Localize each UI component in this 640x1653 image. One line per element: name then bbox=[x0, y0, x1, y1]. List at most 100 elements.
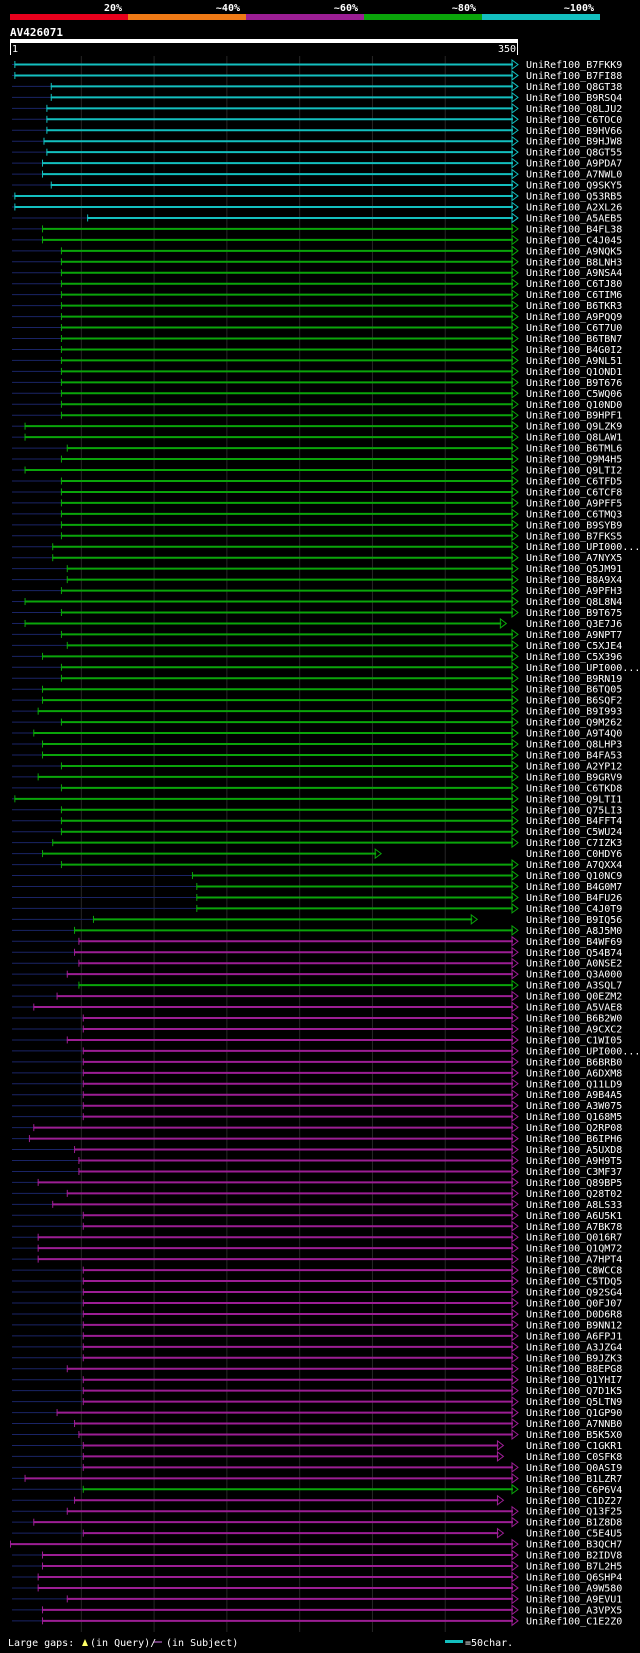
hit-label[interactable]: UniRef100_B5K5X0 bbox=[526, 1430, 622, 1441]
hit-label[interactable]: UniRef100_A3SQL7 bbox=[526, 981, 622, 992]
hit-label[interactable]: UniRef100_C6TJ80 bbox=[526, 279, 622, 290]
hit-label[interactable]: UniRef100_C6P6V4 bbox=[526, 1485, 622, 1496]
hit-label[interactable]: UniRef100_B9RSQ4 bbox=[526, 93, 622, 104]
hit-label[interactable]: UniRef100_Q8LJU2 bbox=[526, 104, 622, 115]
hit-label[interactable]: UniRef100_Q9SKY5 bbox=[526, 181, 622, 192]
hit-label[interactable]: UniRef100_A9NL51 bbox=[526, 356, 622, 367]
hit-label[interactable]: UniRef100_C6TCF8 bbox=[526, 487, 622, 498]
hit-label[interactable]: UniRef100_B4FL38 bbox=[526, 224, 622, 235]
hit-label[interactable]: UniRef100_A2YP12 bbox=[526, 761, 622, 772]
hit-label[interactable]: UniRef100_C5X396 bbox=[526, 652, 622, 663]
hit-label[interactable]: UniRef100_C0HDY6 bbox=[526, 849, 622, 860]
hit-label[interactable]: UniRef100_Q5LTN9 bbox=[526, 1397, 622, 1408]
hit-label[interactable]: UniRef100_UPI000... bbox=[526, 663, 640, 674]
hit-label[interactable]: UniRef100_A7NYX5 bbox=[526, 553, 622, 564]
hit-label[interactable]: UniRef100_A6FPJ1 bbox=[526, 1331, 622, 1342]
hit-label[interactable]: UniRef100_B2IDV8 bbox=[526, 1551, 622, 1562]
hit-label[interactable]: UniRef100_Q53RB5 bbox=[526, 192, 622, 203]
hit-label[interactable]: UniRef100_Q0FJ07 bbox=[526, 1298, 622, 1309]
hit-label[interactable]: UniRef100_B4WF69 bbox=[526, 937, 622, 948]
hit-label[interactable]: UniRef100_A9H9T5 bbox=[526, 1156, 622, 1167]
hit-label[interactable]: UniRef100_Q1QM72 bbox=[526, 1244, 622, 1255]
hit-label[interactable]: UniRef100_A9PFH3 bbox=[526, 586, 622, 597]
hit-label[interactable]: UniRef100_A9CXC2 bbox=[526, 1024, 622, 1035]
hit-label[interactable]: UniRef100_A0NSE2 bbox=[526, 959, 622, 970]
hit-label[interactable]: UniRef100_Q8LAW1 bbox=[526, 433, 622, 444]
hit-label[interactable]: UniRef100_A5AEB5 bbox=[526, 213, 622, 224]
hit-label[interactable]: UniRef100_Q3A000 bbox=[526, 970, 622, 981]
hit-label[interactable]: UniRef100_C6TOC0 bbox=[526, 115, 622, 126]
hit-label[interactable]: UniRef100_B4FFT4 bbox=[526, 816, 622, 827]
hit-label[interactable]: UniRef100_C1E2Z0 bbox=[526, 1616, 622, 1627]
hit-label[interactable]: UniRef100_Q13F25 bbox=[526, 1507, 622, 1518]
hit-label[interactable]: UniRef100_A8LS33 bbox=[526, 1200, 622, 1211]
hit-label[interactable]: UniRef100_Q0EZM2 bbox=[526, 992, 622, 1003]
hit-label[interactable]: UniRef100_A9T4Q0 bbox=[526, 729, 622, 740]
hit-label[interactable]: UniRef100_D0D6R8 bbox=[526, 1309, 622, 1320]
hit-label[interactable]: UniRef100_B6BRB0 bbox=[526, 1057, 622, 1068]
hit-label[interactable]: UniRef100_B6TKR3 bbox=[526, 301, 622, 312]
hit-label[interactable]: UniRef100_B7FKK9 bbox=[526, 60, 622, 71]
hit-label[interactable]: UniRef100_C5XJE4 bbox=[526, 641, 622, 652]
hit-label[interactable]: UniRef100_Q2RP08 bbox=[526, 1123, 622, 1134]
hit-label[interactable]: UniRef100_C1DZ27 bbox=[526, 1496, 622, 1507]
hit-label[interactable]: UniRef100_A2XL26 bbox=[526, 202, 622, 213]
hit-label[interactable]: UniRef100_A7NNB0 bbox=[526, 1419, 622, 1430]
hit-label[interactable]: UniRef100_C5WQ06 bbox=[526, 389, 622, 400]
hit-label[interactable]: UniRef100_Q10NC9 bbox=[526, 871, 622, 882]
hit-label[interactable]: UniRef100_B9NN12 bbox=[526, 1320, 622, 1331]
hit-label[interactable]: UniRef100_B8LNH3 bbox=[526, 257, 622, 268]
hit-label[interactable]: UniRef100_B8EPG8 bbox=[526, 1364, 622, 1375]
hit-label[interactable]: UniRef100_B8A9X4 bbox=[526, 575, 622, 586]
hit-label[interactable]: UniRef100_A9PQQ9 bbox=[526, 312, 622, 323]
hit-label[interactable]: UniRef100_Q168M5 bbox=[526, 1112, 622, 1123]
hit-label[interactable]: UniRef100_C6TFD5 bbox=[526, 476, 622, 487]
hit-label[interactable]: UniRef100_A9B4A5 bbox=[526, 1090, 622, 1101]
hit-label[interactable]: UniRef100_Q0ASI9 bbox=[526, 1463, 622, 1474]
hit-label[interactable]: UniRef100_C3MF37 bbox=[526, 1167, 622, 1178]
hit-label[interactable]: UniRef100_B4FA53 bbox=[526, 750, 622, 761]
hit-label[interactable]: UniRef100_B6TML6 bbox=[526, 444, 622, 455]
hit-label[interactable]: UniRef100_B1Z8D8 bbox=[526, 1518, 622, 1529]
hit-label[interactable]: UniRef100_B6TBN7 bbox=[526, 334, 622, 345]
hit-label[interactable]: UniRef100_A3W075 bbox=[526, 1101, 622, 1112]
hit-label[interactable]: UniRef100_Q8LHP3 bbox=[526, 740, 622, 751]
hit-label[interactable]: UniRef100_A7HPT4 bbox=[526, 1255, 622, 1266]
hit-label[interactable]: UniRef100_Q6SHP4 bbox=[526, 1572, 622, 1583]
hit-label[interactable]: UniRef100_C6TKD8 bbox=[526, 783, 622, 794]
hit-label[interactable]: UniRef100_Q8GT55 bbox=[526, 148, 622, 159]
hit-label[interactable]: UniRef100_Q9LZK9 bbox=[526, 422, 622, 433]
hit-label[interactable]: UniRef100_C1WI05 bbox=[526, 1035, 622, 1046]
hit-label[interactable]: UniRef100_Q28T02 bbox=[526, 1189, 622, 1200]
hit-label[interactable]: UniRef100_B6B2W0 bbox=[526, 1014, 622, 1025]
hit-label[interactable]: UniRef100_A7QXX4 bbox=[526, 860, 622, 871]
hit-label[interactable]: UniRef100_C6T7U0 bbox=[526, 323, 622, 334]
hit-label[interactable]: UniRef100_A9NSA4 bbox=[526, 268, 622, 279]
hit-label[interactable]: UniRef100_B9HJW8 bbox=[526, 137, 622, 148]
hit-label[interactable]: UniRef100_B9HPF1 bbox=[526, 411, 622, 422]
hit-label[interactable]: UniRef100_A9NQK5 bbox=[526, 246, 622, 257]
hit-label[interactable]: UniRef100_C4J045 bbox=[526, 235, 622, 246]
hit-label[interactable]: UniRef100_A3VPX5 bbox=[526, 1605, 622, 1616]
hit-label[interactable]: UniRef100_A9NPT7 bbox=[526, 630, 622, 641]
hit-label[interactable]: UniRef100_B9HV66 bbox=[526, 126, 622, 137]
hit-label[interactable]: UniRef100_Q016R7 bbox=[526, 1233, 622, 1244]
hit-label[interactable]: UniRef100_Q5JM91 bbox=[526, 564, 622, 575]
hit-label[interactable]: UniRef100_B9T675 bbox=[526, 608, 622, 619]
hit-label[interactable]: UniRef100_A6U5K1 bbox=[526, 1211, 622, 1222]
hit-label[interactable]: UniRef100_B7FKS5 bbox=[526, 531, 622, 542]
hit-label[interactable]: UniRef100_Q8GT38 bbox=[526, 82, 622, 93]
hit-label[interactable]: UniRef100_B9IQ56 bbox=[526, 915, 622, 926]
hit-label[interactable]: UniRef100_UPI000... bbox=[526, 1046, 640, 1057]
hit-label[interactable]: UniRef100_B9T676 bbox=[526, 378, 622, 389]
hit-label[interactable]: UniRef100_Q1GP90 bbox=[526, 1408, 622, 1419]
hit-label[interactable]: UniRef100_B4G0I2 bbox=[526, 345, 622, 356]
hit-label[interactable]: UniRef100_A9EVU1 bbox=[526, 1594, 622, 1605]
hit-label[interactable]: UniRef100_B6IPH6 bbox=[526, 1134, 622, 1145]
hit-label[interactable]: UniRef100_A5VAE8 bbox=[526, 1003, 622, 1014]
hit-label[interactable]: UniRef100_C0SFK8 bbox=[526, 1452, 622, 1463]
hit-label[interactable]: UniRef100_B9SYB9 bbox=[526, 520, 622, 531]
hit-label[interactable]: UniRef100_B9I993 bbox=[526, 707, 622, 718]
hit-label[interactable]: UniRef100_B4FU26 bbox=[526, 893, 622, 904]
hit-label[interactable]: UniRef100_Q9M262 bbox=[526, 718, 622, 729]
